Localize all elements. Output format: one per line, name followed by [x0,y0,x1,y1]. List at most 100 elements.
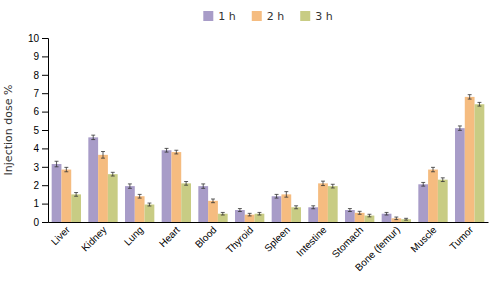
y-tick: 0 [33,217,48,228]
y-tick-label: 1 [33,198,39,209]
x-tick-label: Muscle [408,224,438,254]
bar [281,194,291,222]
error-bar [147,203,151,206]
bar [328,186,338,222]
error-bar [284,192,288,198]
error-bar [458,126,462,130]
x-axis-line [49,222,489,223]
x-tick: Thyroid [224,224,255,255]
y-tick-mark [42,75,48,76]
y-tick: 5 [33,125,48,136]
legend-label: 2 h [267,10,284,23]
bar [88,137,98,222]
x-tick-label: Kidney [79,224,108,253]
bar [61,170,71,222]
error-bar [441,178,445,182]
y-tick-mark [42,112,48,113]
x-tick: Muscle [408,224,438,254]
y-tick-label: 9 [33,51,39,62]
x-tick-label: Spleen [262,224,292,254]
y-tick: 8 [33,70,48,81]
y-tick-label: 6 [33,106,39,117]
bar [308,207,318,222]
y-axis-line [42,39,49,223]
y-tick-mark [42,148,48,149]
x-tick-label: Bone (femur) [353,224,402,273]
error-bar [174,150,178,154]
error-bar [321,181,325,185]
error-bar [91,135,95,139]
error-bar [477,102,481,106]
x-tick: Bone (femur) [353,224,402,273]
legend-item: 1 h [203,10,235,23]
error-bar [311,206,315,209]
error-bar [331,184,335,188]
chart-svg: 012345678910LiverKidneyLungHeartBloodThy… [0,0,500,294]
bar [108,174,118,222]
y-tick-mark [42,56,48,57]
bar [465,97,475,222]
bars [52,95,485,222]
y-tick: 3 [33,162,48,173]
y-tick-mark [42,167,48,168]
y-tick: 10 [28,33,48,44]
error-bar [64,167,68,171]
legend-item: 2 h [252,10,284,23]
error-bar [431,167,435,171]
error-bar [111,172,115,176]
x-tick: Stomach [330,224,366,260]
error-bar [257,212,261,215]
error-bar [55,161,59,167]
error-bar [468,95,472,99]
legend-swatch [300,11,310,21]
bar [198,186,208,222]
x-tick-label: Blood [193,224,219,250]
legend-swatch [252,11,262,21]
error-bar [421,182,425,186]
x-tick-label: Thyroid [224,224,255,255]
legend-item: 3 h [300,10,332,23]
x-tick-label: Lung [122,224,146,248]
y-tick: 1 [33,198,48,209]
bar [208,201,218,222]
bar [318,183,328,222]
x-tick-label: Intestine [294,224,329,259]
bar-series [61,95,474,222]
y-tick-label: 10 [28,33,40,44]
bar [98,155,108,222]
y-tick: 2 [33,180,48,191]
bar [428,170,438,222]
y-tick-label: 0 [33,217,39,228]
bar [438,180,448,222]
y-tick: 9 [33,51,48,62]
x-tick: Kidney [79,224,108,253]
legend-label: 1 h [218,10,235,23]
y-tick-mark [42,185,48,186]
bar [135,196,145,222]
bar [52,164,62,222]
x-tick: Intestine [294,224,329,259]
y-tick: 7 [33,88,48,99]
bar [181,183,191,222]
bar [171,152,181,222]
chart-container: 012345678910LiverKidneyLungHeartBloodThy… [0,0,500,294]
y-tick-label: 3 [33,162,39,173]
bar [125,186,135,222]
x-axis: LiverKidneyLungHeartBloodThyroidSpleenIn… [49,223,489,274]
bar-series [52,126,465,222]
plot: 012345678910LiverKidneyLungHeartBloodThy… [2,33,489,273]
bar [291,207,301,222]
error-bar [211,199,215,203]
x-tick: Liver [49,224,73,248]
error-bar [404,218,408,220]
bar [162,150,172,222]
error-bar [138,194,142,198]
y-axis-title: Injection dose % [2,85,15,176]
legend-label: 3 h [315,10,332,23]
y-tick-mark [42,204,48,205]
x-tick: Lung [122,224,146,248]
error-bar [101,152,105,159]
error-bar [248,213,252,216]
error-bar [201,184,205,188]
bar [475,104,485,222]
